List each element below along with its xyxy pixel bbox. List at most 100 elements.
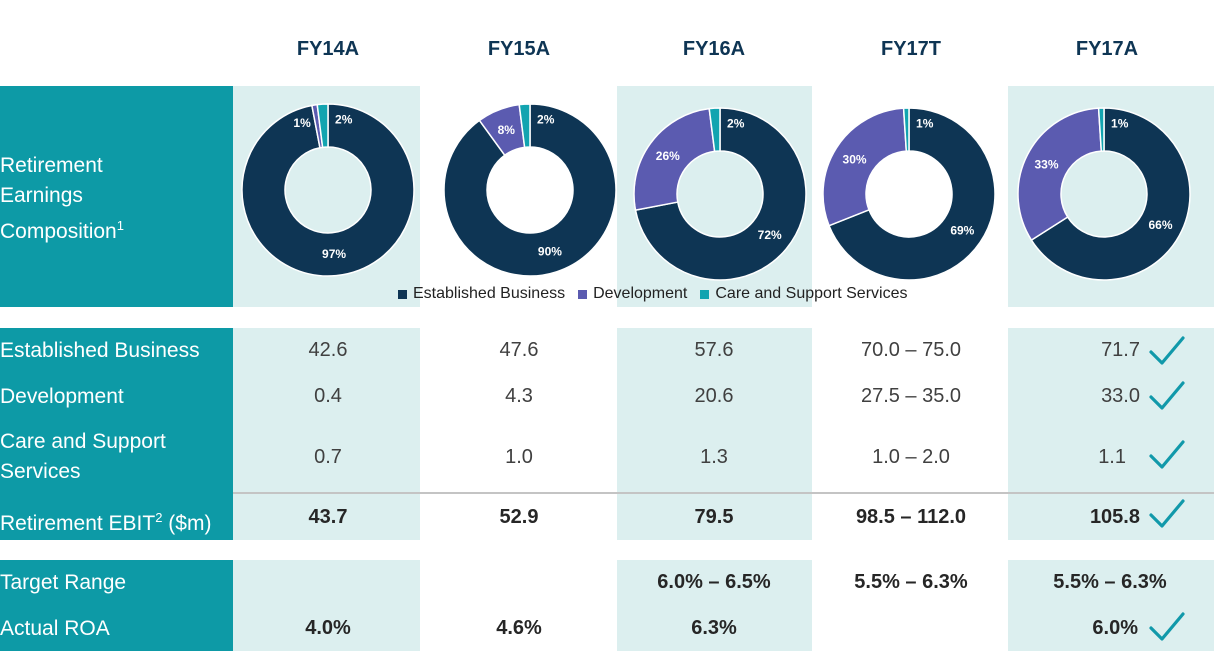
slice-care-fy16a (708, 107, 721, 153)
slice-established-fy15a (443, 103, 617, 277)
legend-item-development: Development (578, 285, 687, 303)
cell-roa-fy17a: 6.0% (1092, 617, 1138, 639)
row-label-target-range: Target Range (0, 571, 127, 594)
shade-fy16a-roa (617, 560, 812, 651)
cell-roa-fy16a: 6.3% (691, 617, 737, 639)
composition-label-line2: Earnings (0, 184, 83, 207)
legend-swatch-development (578, 289, 588, 299)
chart-legend: Established Business Development Care an… (398, 285, 907, 303)
cell-roa-fy15a: 4.6% (496, 617, 542, 639)
composition-label-line3: Composition1 (0, 211, 124, 247)
shade-fy14a-values (233, 328, 420, 540)
pie-chart-fy17a: 66% 33% 1% (1017, 107, 1191, 281)
cell-ebit-fy17a: 105.8 (1089, 506, 1140, 528)
col-header-fy15a: FY15A (487, 38, 551, 60)
slice-care-fy14a (316, 103, 329, 149)
row-label-ebit: Retirement EBIT2 ($m) (0, 503, 211, 539)
slice-established-fy17t (828, 107, 996, 281)
slice-development-fy17a (1017, 107, 1103, 242)
slice-care-fy15a (518, 103, 531, 149)
cell-target-fy17a: 5.5% – 6.3% (1053, 571, 1167, 593)
check-icon-roa (1149, 612, 1185, 641)
cell-ebit-fy15a: 52.9 (499, 506, 539, 528)
row-label-actual-roa: Actual ROA (0, 617, 110, 640)
composition-label-text: Composition (0, 220, 117, 243)
slice-label-development-fy16a: 26% (656, 149, 680, 163)
slice-established-fy17a (1030, 107, 1191, 281)
footnote-1-marker: 1 (116, 218, 124, 233)
pie-chart-fy14a: 97% 1% 2% (241, 103, 415, 277)
pie-chart-fy15a: 90% 8% 2% (443, 103, 617, 277)
cell-established-fy17a: 71.7 (1101, 339, 1140, 361)
check-icon-development (1149, 381, 1185, 410)
cell-development-fy17a: 33.0 (1101, 385, 1140, 407)
slice-label-care-fy17a: 1% (1111, 117, 1129, 131)
cell-established-fy17t: 70.0 – 75.0 (860, 339, 962, 361)
cell-care-fy14a: 0.7 (314, 446, 342, 468)
values-band (0, 328, 233, 540)
cell-development-fy17t: 27.5 – 35.0 (860, 385, 962, 407)
row-label-established: Established Business (0, 339, 200, 362)
legend-swatch-care (700, 289, 710, 299)
slice-development-fy16a (633, 107, 716, 211)
legend-label-development: Development (593, 285, 688, 302)
row-label-development: Development (0, 385, 124, 408)
row-label-care-line1: Care and Support (0, 430, 166, 453)
composition-label-line1: Retirement (0, 154, 103, 177)
check-icon-ebit (1149, 499, 1185, 528)
composition-label: Retirement Earnings Composition1 (0, 151, 124, 247)
pie-chart-fy16a: 72% 26% 2% (633, 107, 807, 281)
cell-roa-fy14a: 4.0% (305, 617, 351, 639)
cell-ebit-fy17t: 98.5 – 112.0 (855, 506, 967, 528)
slice-care-fy17a (1097, 107, 1105, 152)
legend-item-established: Established Business (398, 285, 565, 303)
slice-established-fy16a (634, 107, 807, 281)
cell-development-fy16a: 20.6 (694, 385, 734, 407)
col-header-fy16a: FY16A (682, 38, 746, 60)
cell-target-fy17t: 5.5% – 6.3% (854, 571, 968, 593)
shade-fy17a-roa (1008, 560, 1214, 651)
cell-established-fy16a: 57.6 (694, 339, 734, 361)
legend-label-care: Care and Support Services (715, 285, 908, 302)
cell-established-fy15a: 47.6 (499, 339, 539, 361)
row-label-care: Care and Support Services (0, 427, 166, 487)
cell-care-fy16a: 1.3 (700, 446, 728, 468)
slice-label-development-fy17a: 33% (1035, 158, 1059, 172)
col-header-fy17t: FY17T (880, 38, 942, 60)
check-icon-care (1149, 440, 1185, 469)
cell-development-fy14a: 0.4 (314, 385, 342, 407)
col-header-fy14a: FY14A (296, 38, 360, 60)
roa-band (0, 560, 233, 651)
cell-established-fy14a: 42.6 (308, 339, 348, 361)
shade-fy16a-values (617, 328, 812, 540)
check-icon-established (1149, 336, 1185, 365)
slice-label-care-fy17t: 1% (916, 117, 934, 131)
cell-target-fy16a: 6.0% – 6.5% (657, 571, 771, 593)
slice-care-fy17t (902, 107, 910, 152)
slice-label-established-fy17t: 69% (950, 223, 974, 237)
slice-label-established-fy15a: 90% (538, 244, 562, 258)
composition-band (0, 86, 233, 307)
slice-label-care-fy15a: 2% (537, 113, 555, 127)
slice-label-established-fy16a: 72% (758, 228, 782, 242)
col-header-fy17a: FY17A (1075, 38, 1139, 60)
cell-care-fy17a: 1.1 (1098, 446, 1126, 468)
slice-established-fy14a (241, 103, 415, 277)
legend-item-care: Care and Support Services (700, 285, 907, 303)
row-label-ebit-text: Retirement EBIT (0, 512, 156, 535)
cell-ebit-fy14a: 43.7 (308, 506, 348, 528)
slice-label-development-fy17t: 30% (843, 152, 867, 166)
slice-label-established-fy17a: 66% (1149, 218, 1173, 232)
cell-care-fy15a: 1.0 (505, 446, 533, 468)
cell-development-fy15a: 4.3 (505, 385, 533, 407)
row-label-care-line2: Services (0, 460, 81, 483)
row-label-ebit-unit: ($m) (162, 512, 212, 535)
shade-fy14a-roa (233, 560, 420, 651)
pie-chart-fy17t: 69% 30% 1% (822, 107, 996, 281)
cell-ebit-fy16a: 79.5 (694, 506, 734, 528)
slice-label-care-fy14a: 2% (335, 113, 353, 127)
slice-label-care-fy16a: 2% (727, 117, 745, 131)
footnote-2-marker: 2 (155, 510, 163, 525)
slice-label-established-fy14a: 97% (322, 247, 346, 261)
slice-development-fy17t (822, 107, 908, 227)
